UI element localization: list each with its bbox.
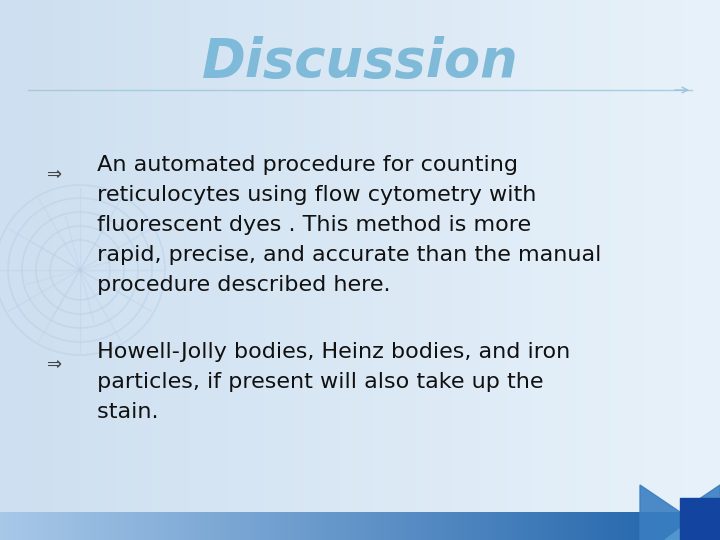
Text: An automated procedure for counting: An automated procedure for counting (90, 155, 518, 175)
Text: ⇒: ⇒ (48, 166, 63, 184)
Text: Howell-Jolly bodies, Heinz bodies, and iron: Howell-Jolly bodies, Heinz bodies, and i… (90, 342, 570, 362)
Text: reticulocytes using flow cytometry with: reticulocytes using flow cytometry with (90, 185, 536, 205)
Text: ⇒: ⇒ (48, 356, 63, 374)
Polygon shape (640, 485, 720, 540)
Text: fluorescent dyes . This method is more: fluorescent dyes . This method is more (90, 215, 531, 235)
Text: particles, if present will also take up the: particles, if present will also take up … (90, 372, 544, 392)
Text: procedure described here.: procedure described here. (90, 275, 390, 295)
Polygon shape (665, 498, 720, 540)
Text: stain.: stain. (90, 402, 158, 422)
Text: rapid, precise, and accurate than the manual: rapid, precise, and accurate than the ma… (90, 245, 601, 265)
Bar (680, 498, 720, 540)
Text: Discussion: Discussion (202, 36, 518, 88)
